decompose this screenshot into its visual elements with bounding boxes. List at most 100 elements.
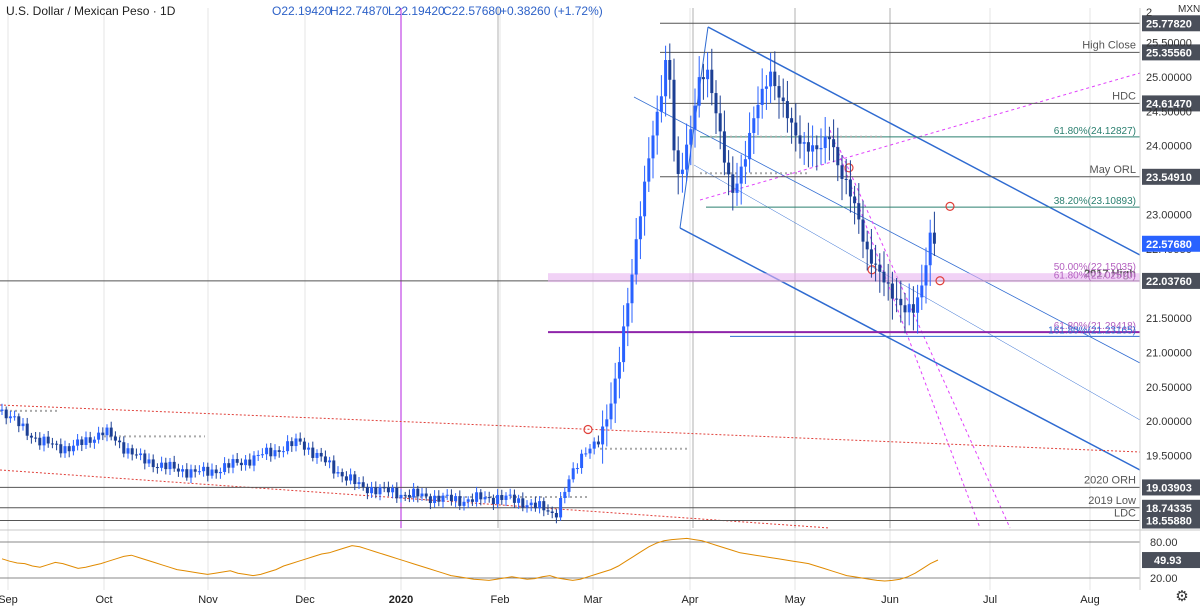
candle-body xyxy=(294,438,298,447)
candle-body xyxy=(319,452,323,457)
fib-zone xyxy=(548,273,1140,283)
price-tick: 21.50000 xyxy=(1146,313,1192,325)
currency-label: MXN xyxy=(1178,4,1200,15)
candle-body xyxy=(542,501,546,511)
candle-body xyxy=(932,232,936,244)
candle-body xyxy=(865,241,869,250)
candle-body xyxy=(206,466,210,476)
candle-body xyxy=(63,446,67,454)
candle-body xyxy=(395,487,399,499)
candle-body xyxy=(340,472,344,477)
candle-body xyxy=(659,96,663,112)
candle-body xyxy=(189,469,193,478)
candle-body xyxy=(76,439,80,446)
candle-body xyxy=(88,437,92,443)
candle-body xyxy=(97,432,101,440)
candle-body xyxy=(315,452,319,458)
candle-body xyxy=(907,304,911,313)
marker-circle xyxy=(844,163,854,173)
candle-body xyxy=(336,472,340,474)
candle-body xyxy=(601,426,605,445)
candle-body xyxy=(748,132,752,160)
price-tick: 24.50000 xyxy=(1146,106,1192,118)
marker-circle xyxy=(583,424,593,435)
candle-body xyxy=(59,444,63,454)
time-axis-label: Oct xyxy=(95,594,112,606)
candle-body xyxy=(449,494,453,502)
candle-body xyxy=(500,494,504,500)
candle-body xyxy=(286,441,290,452)
candle-body xyxy=(260,454,264,456)
candle-body xyxy=(844,178,848,180)
candle-body xyxy=(323,456,327,463)
candle-body xyxy=(403,494,407,496)
time-axis-label: Apr xyxy=(681,594,698,606)
candle-body xyxy=(424,493,428,497)
candle-body xyxy=(609,403,613,420)
price-tick: 21.00000 xyxy=(1146,347,1192,359)
candle-body xyxy=(197,471,201,473)
rsi-value-bg xyxy=(1142,552,1200,569)
candle-body xyxy=(538,501,542,509)
candle-body xyxy=(134,454,138,456)
candle-body xyxy=(118,440,122,443)
candle-body xyxy=(722,131,726,163)
candle-body xyxy=(622,326,626,363)
candle-body xyxy=(244,459,248,466)
candle-body xyxy=(160,462,164,468)
candle-body xyxy=(630,274,634,304)
candle-body xyxy=(521,498,525,508)
candle-body xyxy=(508,494,512,496)
candle-body xyxy=(122,442,126,454)
candle-body xyxy=(357,482,361,485)
candle-body xyxy=(290,441,294,447)
candle-body xyxy=(252,455,256,466)
candle-body xyxy=(571,468,575,480)
candle-body xyxy=(370,487,374,494)
candle-body xyxy=(239,462,243,466)
channel-upper xyxy=(707,26,1141,256)
candle-body xyxy=(832,139,836,148)
ohlc-change: +0.38260 (+1.72%) xyxy=(500,4,603,18)
candles xyxy=(0,43,936,524)
candle-body xyxy=(4,409,8,419)
fib-label: 50.00%(22.15035) xyxy=(1054,262,1136,273)
candle-body xyxy=(34,437,38,439)
candle-body xyxy=(903,305,907,313)
candle-body xyxy=(101,432,105,436)
candle-body xyxy=(8,416,12,419)
candle-body xyxy=(697,77,701,106)
candle-body xyxy=(210,469,214,476)
level-price-bg xyxy=(1142,479,1200,496)
candle-body xyxy=(470,499,474,502)
level-price-bg xyxy=(1142,168,1200,185)
candle-body xyxy=(806,142,810,152)
candle-body xyxy=(50,443,54,445)
candle-body xyxy=(218,471,222,474)
level-price-bg xyxy=(1142,272,1200,289)
candle-body xyxy=(924,265,928,286)
candle-body xyxy=(890,283,894,299)
time-axis-label: May xyxy=(785,594,806,606)
rsi-value-label: 49.93 xyxy=(1154,555,1182,567)
candle-body xyxy=(433,495,437,504)
candle-body xyxy=(71,445,75,452)
candle-body xyxy=(651,135,655,159)
candle-body xyxy=(374,487,378,495)
candle-body xyxy=(265,447,269,455)
channel-lower xyxy=(679,227,1141,471)
candle-body xyxy=(680,169,684,174)
candle-body xyxy=(731,174,735,193)
candle-body xyxy=(718,113,722,132)
ohlc-open: O22.19420 xyxy=(272,4,332,18)
time-axis-label: Mar xyxy=(584,594,603,606)
candle-body xyxy=(113,436,117,441)
candle-body xyxy=(475,492,479,502)
gear-icon[interactable]: ⚙ xyxy=(1175,588,1189,605)
candle-body xyxy=(256,454,260,456)
candle-body xyxy=(193,469,197,472)
candle-body xyxy=(164,462,168,470)
time-axis-label: Sep xyxy=(0,594,18,606)
